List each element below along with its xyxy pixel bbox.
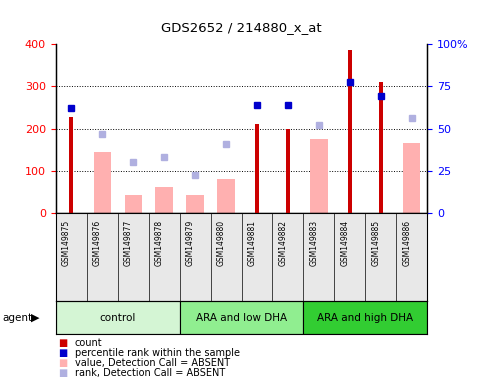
Bar — [186, 195, 203, 213]
Text: GSM149875: GSM149875 — [62, 220, 71, 266]
Text: GDS2652 / 214880_x_at: GDS2652 / 214880_x_at — [161, 21, 322, 34]
Text: GSM149876: GSM149876 — [93, 220, 102, 266]
Text: value, Detection Call = ABSENT: value, Detection Call = ABSENT — [75, 358, 230, 368]
Bar — [180, 301, 303, 334]
Bar — [379, 82, 384, 213]
Text: rank, Detection Call = ABSENT: rank, Detection Call = ABSENT — [75, 368, 225, 378]
Text: GSM149880: GSM149880 — [217, 220, 226, 266]
Text: ▶: ▶ — [30, 313, 39, 323]
Text: ■: ■ — [58, 358, 68, 368]
Text: GSM149877: GSM149877 — [124, 220, 133, 266]
Bar — [94, 152, 111, 213]
Bar — [285, 129, 290, 213]
Bar — [403, 143, 421, 213]
Text: GSM149878: GSM149878 — [155, 220, 164, 266]
Text: ARA and high DHA: ARA and high DHA — [317, 313, 413, 323]
Text: GSM149879: GSM149879 — [186, 220, 195, 266]
Text: GSM149883: GSM149883 — [310, 220, 319, 266]
Bar — [217, 179, 235, 213]
Bar — [125, 195, 142, 213]
Text: agent: agent — [2, 313, 32, 323]
Bar — [69, 117, 73, 213]
Bar — [311, 139, 327, 213]
Text: ■: ■ — [58, 368, 68, 378]
Text: percentile rank within the sample: percentile rank within the sample — [75, 348, 240, 358]
Text: ■: ■ — [58, 348, 68, 358]
Text: GSM149884: GSM149884 — [341, 220, 350, 266]
Text: GSM149885: GSM149885 — [372, 220, 381, 266]
Bar — [56, 301, 180, 334]
Text: count: count — [75, 338, 102, 348]
Bar — [303, 301, 427, 334]
Text: ARA and low DHA: ARA and low DHA — [196, 313, 287, 323]
Bar — [156, 187, 172, 213]
Text: ■: ■ — [58, 338, 68, 348]
Text: control: control — [99, 313, 136, 323]
Text: GSM149882: GSM149882 — [279, 220, 288, 266]
Text: GSM149886: GSM149886 — [403, 220, 412, 266]
Bar — [348, 50, 352, 213]
Bar — [255, 124, 259, 213]
Text: GSM149881: GSM149881 — [248, 220, 257, 266]
